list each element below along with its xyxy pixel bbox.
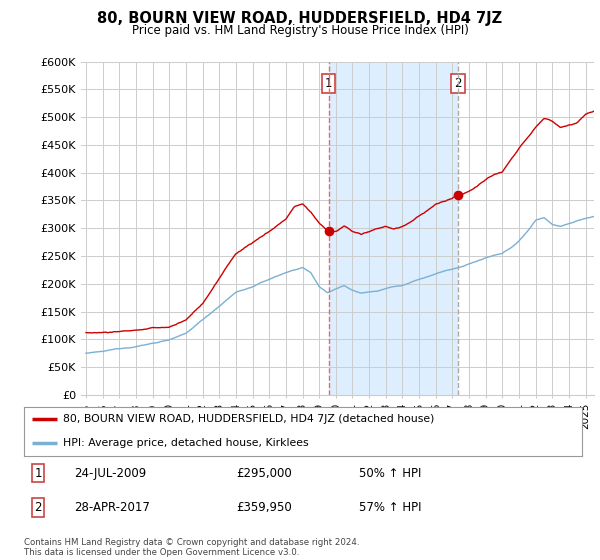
Text: 57% ↑ HPI: 57% ↑ HPI — [359, 501, 421, 514]
Text: £295,000: £295,000 — [236, 467, 292, 480]
Text: 2: 2 — [34, 501, 42, 514]
Text: 80, BOURN VIEW ROAD, HUDDERSFIELD, HD4 7JZ: 80, BOURN VIEW ROAD, HUDDERSFIELD, HD4 7… — [97, 11, 503, 26]
Text: 1: 1 — [325, 77, 332, 90]
Text: 2: 2 — [454, 77, 461, 90]
Text: 80, BOURN VIEW ROAD, HUDDERSFIELD, HD4 7JZ (detached house): 80, BOURN VIEW ROAD, HUDDERSFIELD, HD4 7… — [63, 414, 434, 424]
Text: HPI: Average price, detached house, Kirklees: HPI: Average price, detached house, Kirk… — [63, 437, 308, 447]
Text: Contains HM Land Registry data © Crown copyright and database right 2024.
This d: Contains HM Land Registry data © Crown c… — [24, 538, 359, 557]
Text: 50% ↑ HPI: 50% ↑ HPI — [359, 467, 421, 480]
Text: £359,950: £359,950 — [236, 501, 292, 514]
Text: 24-JUL-2009: 24-JUL-2009 — [74, 467, 146, 480]
Text: 1: 1 — [34, 467, 42, 480]
Text: Price paid vs. HM Land Registry's House Price Index (HPI): Price paid vs. HM Land Registry's House … — [131, 24, 469, 37]
Text: 28-APR-2017: 28-APR-2017 — [74, 501, 150, 514]
Bar — [329, 62, 458, 395]
